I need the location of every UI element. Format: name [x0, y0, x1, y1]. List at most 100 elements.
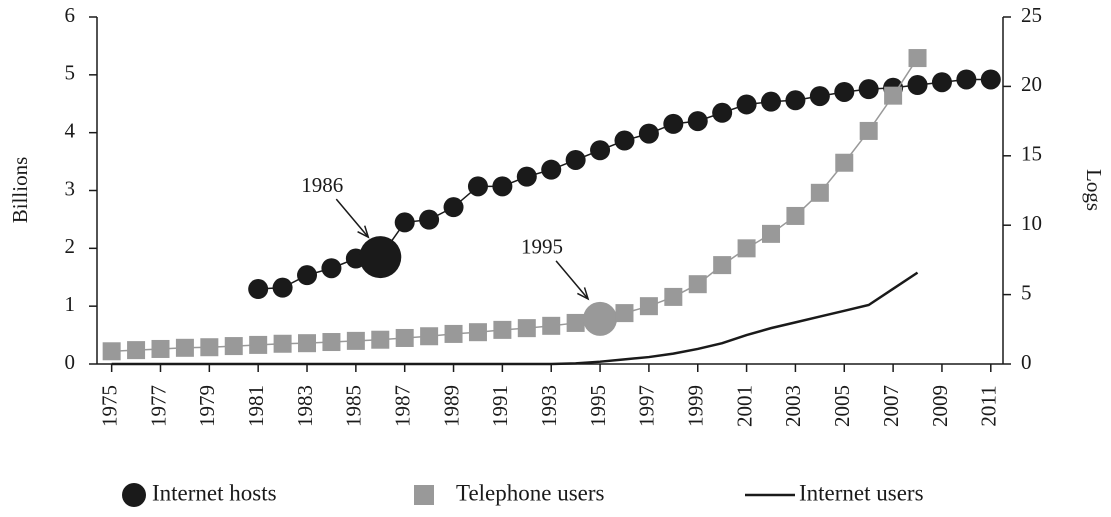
x-tick-label: 2001 [732, 385, 756, 427]
legend-marker [414, 485, 434, 505]
y2-axis-label: Logs [1082, 169, 1106, 211]
marker [371, 330, 390, 349]
marker [908, 49, 927, 68]
x-tick-label: 1999 [684, 385, 708, 427]
y-axis-label: Billions [8, 157, 32, 224]
marker [346, 331, 365, 350]
marker [542, 316, 561, 335]
x-tick-label: 1997 [635, 385, 659, 427]
marker [565, 149, 586, 170]
annotation-arrowhead [577, 287, 590, 301]
x-tick-label: 1983 [293, 385, 317, 427]
marker [590, 140, 611, 161]
annotation-arrow [335, 198, 369, 238]
y2-tick-label: 25 [1021, 3, 1042, 27]
x-tick-label: 1981 [244, 385, 268, 427]
marker [395, 328, 414, 347]
marker [273, 334, 292, 353]
marker [688, 275, 707, 294]
y-tick-label: 5 [65, 61, 76, 85]
y-tick-label: 4 [65, 118, 76, 142]
x-tick-label: 1995 [586, 385, 610, 427]
x-tick-label: 1985 [342, 385, 366, 427]
marker [980, 69, 1001, 90]
y-tick-label: 1 [65, 292, 76, 316]
x-tick-label: 1989 [439, 385, 463, 427]
marker [859, 121, 878, 140]
marker [321, 258, 342, 279]
y2-tick-label: 10 [1021, 211, 1042, 235]
marker [737, 239, 756, 258]
x-tick-label: 1977 [146, 385, 170, 427]
marker [175, 338, 194, 357]
y2-tick-label: 20 [1021, 72, 1042, 96]
marker [272, 277, 293, 298]
marker [712, 102, 733, 123]
x-tick-label: 1987 [391, 385, 415, 427]
marker [907, 75, 928, 96]
marker [420, 327, 439, 346]
x-tick-label: 2007 [879, 385, 903, 427]
x-tick-label: 2011 [977, 385, 1001, 426]
marker [516, 166, 537, 187]
y2-tick-label: 5 [1021, 280, 1032, 304]
marker [785, 90, 806, 111]
marker [687, 111, 708, 132]
marker [444, 324, 463, 343]
y-tick-label: 3 [65, 176, 76, 200]
marker [249, 335, 268, 354]
marker [102, 342, 121, 361]
marker [664, 287, 683, 306]
legend-label: Telephone users [456, 480, 605, 505]
marker [638, 123, 659, 144]
marker [931, 72, 952, 93]
marker [615, 304, 634, 323]
legend-label: Internet users [799, 480, 924, 505]
marker [810, 183, 829, 202]
marker [297, 265, 318, 286]
x-tick-label: 1975 [97, 385, 121, 427]
x-tick-label: 2009 [928, 385, 952, 427]
marker [419, 209, 440, 230]
marker [322, 333, 341, 352]
marker [224, 337, 243, 356]
marker [583, 301, 618, 336]
x-tick-label: 1993 [537, 385, 561, 427]
marker [834, 81, 855, 102]
marker [736, 94, 757, 115]
annotation-arrowhead [357, 225, 370, 239]
annotation: 1995 [521, 235, 563, 259]
marker [566, 313, 585, 332]
y-tick-label: 0 [65, 350, 76, 374]
marker [956, 69, 977, 90]
marker [663, 113, 684, 134]
marker [298, 334, 317, 353]
marker [541, 159, 562, 180]
y2-tick-label: 15 [1021, 142, 1042, 166]
marker [492, 176, 513, 197]
x-tick-label: 2003 [781, 385, 805, 427]
y-tick-label: 2 [65, 234, 76, 258]
marker [614, 130, 635, 151]
marker [200, 338, 219, 357]
marker [884, 86, 903, 105]
y-tick-label: 6 [65, 3, 76, 27]
marker [443, 197, 464, 218]
y2-tick-label: 0 [1021, 350, 1032, 374]
marker [762, 224, 781, 243]
series-line [111, 57, 919, 353]
series-line [111, 271, 919, 366]
annotation-arrow [555, 260, 589, 300]
marker [468, 323, 487, 342]
marker [359, 236, 402, 279]
x-tick-label: 2005 [830, 385, 854, 427]
marker [786, 206, 805, 225]
marker [467, 176, 488, 197]
marker [151, 339, 170, 358]
marker [761, 91, 782, 112]
annotation: 1986 [301, 173, 343, 197]
marker [809, 86, 830, 107]
marker [639, 297, 658, 316]
x-tick-label: 1991 [488, 385, 512, 427]
